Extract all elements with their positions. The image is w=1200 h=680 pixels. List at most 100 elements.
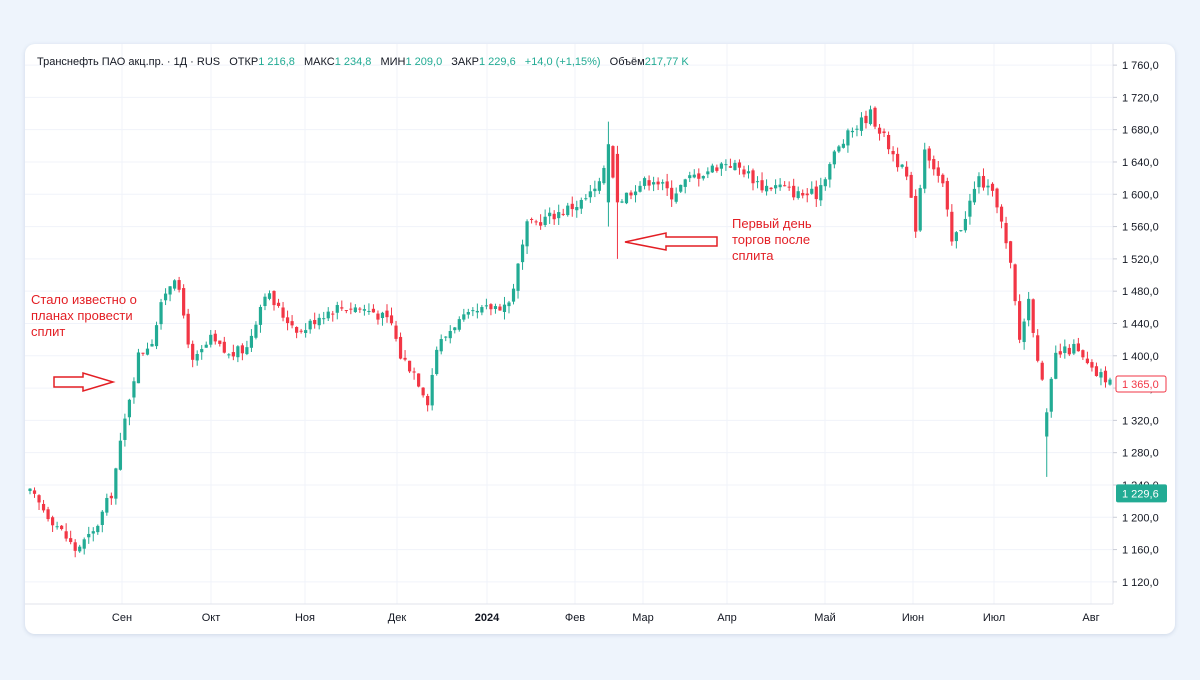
candle-body: [561, 213, 565, 215]
candles: [28, 105, 1112, 558]
candle-body: [204, 344, 208, 348]
grid: [25, 44, 1113, 604]
candle-body: [249, 335, 254, 348]
candle-body: [986, 185, 990, 188]
candle-body: [905, 166, 909, 177]
y-tick-label: 1 560,0: [1122, 222, 1159, 234]
candle-body: [435, 349, 439, 375]
candle-body: [737, 162, 742, 168]
price-axis[interactable]: 1 760,0 1 720,0 1 680,0 1 640,0 1 600,0 1 560…: [1113, 60, 1159, 589]
candle-body: [543, 216, 547, 225]
candle-body: [105, 497, 109, 513]
candle-body: [290, 321, 294, 326]
candle-body: [349, 308, 353, 310]
candle-body: [1085, 358, 1090, 364]
candle-body: [814, 186, 818, 200]
candle-body: [213, 333, 217, 342]
candle-body: [941, 174, 945, 184]
candle-body: [837, 146, 841, 152]
candle-body: [1018, 301, 1022, 340]
candle-body: [570, 203, 574, 210]
annotation-right-arrow: [624, 232, 718, 251]
candle-body: [539, 222, 543, 226]
candle-body: [412, 371, 416, 373]
x-tick-label: Май: [814, 612, 836, 624]
candle-body: [114, 468, 118, 499]
candle-body: [173, 280, 177, 289]
candle-body: [448, 331, 452, 339]
candle-body: [638, 185, 642, 192]
candle-body: [91, 531, 95, 534]
candle-body: [462, 314, 466, 320]
candle-body: [367, 311, 371, 313]
y-tick-label: 1 120,0: [1122, 577, 1159, 589]
candle-body: [1067, 347, 1071, 355]
candle-body: [810, 188, 814, 194]
candle-body: [1049, 378, 1053, 412]
candle-body: [218, 340, 222, 344]
y-tick-label: 1 680,0: [1122, 125, 1159, 137]
candle-body: [1099, 372, 1103, 378]
candle-body: [977, 176, 981, 188]
candle-body: [651, 182, 656, 185]
candle-body: [1031, 299, 1035, 333]
candle-body: [326, 311, 330, 319]
candle-body: [493, 306, 498, 310]
candle-body: [407, 360, 412, 372]
candle-body: [1054, 352, 1058, 379]
candle-body: [647, 180, 651, 186]
candle-body: [665, 181, 669, 189]
candle-body: [877, 127, 882, 134]
low-label: МИН: [380, 56, 406, 68]
candle-body: [719, 163, 723, 169]
candle-body: [163, 293, 168, 301]
candle-body: [159, 302, 163, 325]
candle-body: [385, 310, 389, 318]
candle-body: [489, 304, 493, 310]
x-tick-label: 2024: [475, 612, 500, 624]
x-tick-label: Июл: [983, 612, 1005, 624]
x-tick-label: Фев: [565, 612, 585, 624]
candle-body: [864, 115, 868, 124]
candle-body: [1045, 412, 1049, 437]
candle-body: [914, 195, 918, 232]
candle-body: [886, 134, 891, 150]
candle-body: [963, 218, 967, 231]
candle-body: [529, 218, 534, 220]
candle-body: [380, 312, 385, 319]
candle-body: [453, 327, 457, 331]
candle-body: [245, 347, 249, 355]
candle-body: [254, 324, 258, 338]
candle-body: [932, 159, 936, 170]
last-price-red-label: 1 365,0: [1122, 379, 1159, 391]
y-tick-label: 1 280,0: [1122, 448, 1159, 460]
candle-body: [132, 381, 136, 398]
candle-body: [186, 313, 190, 345]
time-axis[interactable]: Сен Окт Ноя Дек 2024 Фев Мар Апр Май Июн Июл Авг: [112, 612, 1100, 624]
instrument-title: Транснефть ПАО акц.пр. · 1Д · RUS: [37, 56, 221, 68]
y-tick-label: 1 160,0: [1122, 545, 1159, 557]
candle-body: [697, 173, 701, 179]
legend-header: Транснефть ПАО акц.пр. · 1Д · RUS ОТКР1 …: [37, 56, 689, 68]
volume-label: Объём: [609, 56, 645, 68]
y-tick-label: 1 480,0: [1122, 286, 1159, 298]
candle-body: [981, 175, 986, 188]
candle-body: [96, 525, 100, 533]
candle-body: [41, 503, 46, 511]
change-value: +14,0 (+1,15%): [524, 56, 601, 68]
candle-body: [154, 325, 159, 347]
candle-body: [313, 319, 317, 325]
candle-body: [421, 387, 425, 396]
candle-body: [376, 313, 380, 320]
candle-body: [362, 309, 366, 311]
candle-body: [774, 185, 778, 189]
candle-body: [751, 170, 755, 184]
price-labels: 1 365,0 1 229,6: [1115, 375, 1167, 503]
annotation-left-text: Стало известно о: [31, 292, 137, 307]
candle-body: [340, 307, 344, 309]
candle-body: [999, 206, 1004, 222]
candle-body: [331, 313, 335, 315]
candle-body: [182, 288, 186, 316]
y-tick-label: 1 400,0: [1122, 351, 1159, 363]
